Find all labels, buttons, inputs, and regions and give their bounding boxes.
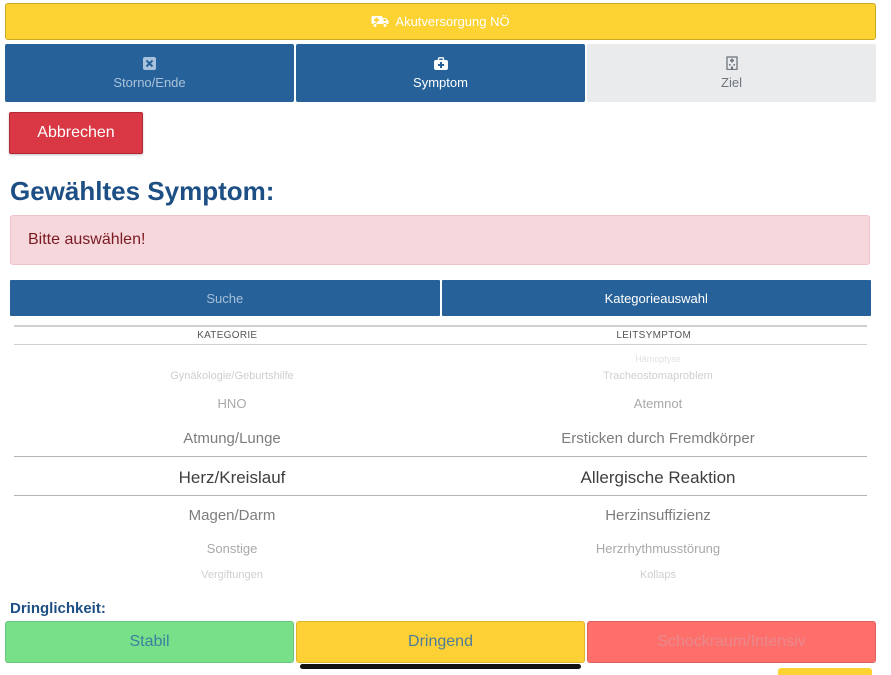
- partial-yellow-button: [778, 668, 872, 675]
- ambulance-icon: [371, 16, 389, 28]
- symptom-option[interactable]: Kollaps: [639, 569, 677, 581]
- tab-symptom[interactable]: Symptom: [296, 44, 585, 102]
- symptom-option[interactable]: Herzinsuffizienz: [605, 507, 711, 524]
- symptom-column-header: LEITSYMPTOM: [616, 330, 692, 341]
- symptom-option[interactable]: Tracheostomaproblem: [603, 370, 713, 382]
- category-option[interactable]: Gynäkologie/Geburtshilfe: [170, 370, 294, 382]
- picker-header: KATEGORIE LEITSYMPTOM: [14, 325, 867, 345]
- category-option[interactable]: Vergiftungen: [201, 569, 263, 581]
- close-square-icon: [143, 56, 156, 70]
- picker-selection-bottom-line: [14, 495, 867, 496]
- tab-storno-ende[interactable]: Storno/Ende: [5, 44, 294, 102]
- tab-ziel[interactable]: Ziel: [587, 44, 876, 102]
- urgency-dringend-button[interactable]: Dringend: [296, 621, 585, 663]
- urgency-schockraum-button[interactable]: Schockraum/Intensiv: [587, 621, 876, 663]
- category-column-header: KATEGORIE: [197, 330, 258, 341]
- symptom-option[interactable]: Atemnot: [633, 396, 683, 411]
- page-title: Gewähltes Symptom:: [10, 176, 275, 206]
- urgency-label: Dringlichkeit:: [10, 600, 106, 617]
- alert-text: Bitte auswählen!: [28, 231, 146, 248]
- category-option[interactable]: Atmung/Lunge: [183, 430, 281, 447]
- category-option[interactable]: HNO: [217, 396, 247, 411]
- search-mode-tabs: Suche Kategorieauswahl: [10, 280, 871, 316]
- symptom-option[interactable]: Ersticken durch Fremdkörper: [561, 430, 755, 447]
- category-option[interactable]: Magen/Darm: [188, 507, 276, 524]
- urgency-buttons: Stabil Dringend Schockraum/Intensiv: [5, 621, 876, 663]
- picker-selection-top-line: [14, 456, 867, 457]
- symptom-option-selected[interactable]: Allergische Reaktion: [580, 468, 736, 487]
- category-tab[interactable]: Kategorieauswahl: [441, 280, 871, 316]
- medical-kit-icon: [433, 56, 448, 70]
- search-tab[interactable]: Suche: [10, 280, 440, 316]
- tab-label: Ziel: [721, 75, 742, 90]
- banner-title: Akutversorgung NÖ: [395, 14, 510, 29]
- step-tabs: Storno/Ende Symptom Ziel: [5, 44, 876, 102]
- category-option[interactable]: Sonstige: [206, 541, 258, 556]
- symptom-option[interactable]: Herzrhythmusstörung: [595, 541, 721, 556]
- home-indicator: [300, 664, 581, 669]
- tab-label: Storno/Ende: [113, 74, 186, 90]
- tab-label: Symptom: [413, 74, 468, 90]
- urgency-stabil-button[interactable]: Stabil: [5, 621, 294, 663]
- hospital-icon: [725, 56, 738, 70]
- selection-alert: Bitte auswählen!: [10, 215, 870, 265]
- cancel-button[interactable]: Abbrechen: [9, 112, 143, 154]
- symptom-option[interactable]: Hämoptyse: [635, 354, 681, 364]
- app-banner: Akutversorgung NÖ: [5, 3, 876, 40]
- category-option-selected[interactable]: Herz/Kreislauf: [178, 468, 286, 487]
